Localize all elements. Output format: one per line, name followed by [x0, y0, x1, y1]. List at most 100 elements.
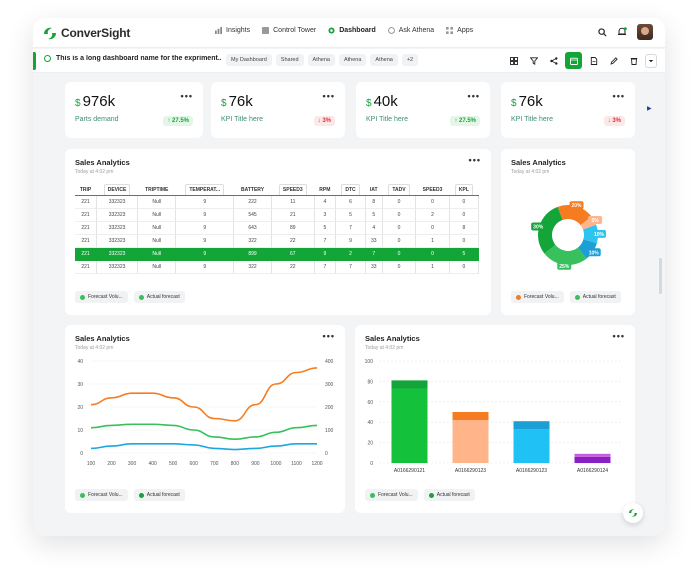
column-header[interactable]: TADV	[381, 184, 417, 196]
y-tick-label: 40	[367, 420, 373, 426]
column-header[interactable]: IAT	[365, 185, 382, 196]
nav-insights[interactable]: Insights	[215, 27, 250, 34]
column-header[interactable]: KPL	[448, 184, 479, 196]
more-options-dropdown[interactable]	[645, 53, 657, 68]
column-header[interactable]: TRIP	[75, 185, 97, 196]
table-cell: 0	[448, 261, 479, 274]
kpi-card[interactable]: $76k ••• KPI Title here ↓ 3%	[501, 82, 635, 138]
bar	[391, 388, 428, 463]
scrollbar-thumb[interactable]	[659, 258, 662, 294]
table-row[interactable]: 221 332323 Null 9 322 22 7 9 33 0 1 0	[75, 235, 479, 248]
kpi-label: KPI Title here	[221, 116, 264, 123]
column-header[interactable]: DTC	[335, 184, 366, 196]
legend-item[interactable]: Actual forecast	[133, 291, 185, 303]
more-options-icon[interactable]: •••	[468, 155, 481, 165]
kpi-value-group: $976k	[75, 93, 115, 110]
filter-button[interactable]	[525, 52, 542, 69]
column-header[interactable]: BATTERY	[234, 185, 272, 196]
legend-item[interactable]: Forecast Volu...	[365, 489, 418, 501]
donut-chart[interactable]: 20% 5% 10% 10% 25% 30%	[501, 179, 635, 289]
carousel-next-icon[interactable]: ▶	[647, 106, 652, 112]
bar-segment	[391, 380, 428, 389]
column-header[interactable]: TEMPERAT...	[175, 184, 234, 196]
table-row[interactable]: 221 332323 Null 9 222 11 4 6 8 0 0 0	[75, 196, 479, 209]
legend-item[interactable]: Actual forecast	[423, 489, 475, 501]
table-cell: 9	[175, 261, 234, 274]
nav-dashboard[interactable]: Dashboard	[328, 27, 376, 34]
donut-label: 30%	[533, 224, 544, 230]
donut-chart-card: Sales Analytics Today at 4:02 pm 20% 5% 10…	[501, 149, 635, 315]
tag-chip[interactable]: My Dashboard	[226, 54, 272, 66]
legend-item[interactable]: Actual forecast	[569, 291, 621, 303]
table-row[interactable]: 221 332323 Null 9 545 21 3 5 5 0 2 0	[75, 209, 479, 222]
column-header[interactable]: SPEED3	[271, 184, 315, 196]
legend-dot-icon	[516, 294, 521, 300]
calendar-button[interactable]	[565, 52, 582, 69]
more-options-icon[interactable]: •••	[322, 331, 335, 341]
table-row[interactable]: 221 332323 Null 9 322 22 7 7 33 0 1 0	[75, 261, 479, 274]
app-name: ConverSight	[61, 26, 131, 40]
more-tags-chip[interactable]: +2	[401, 54, 419, 66]
y2-tick-label: 0	[325, 451, 328, 457]
kpi-currency: $	[511, 98, 517, 109]
bar-segment	[574, 453, 611, 457]
column-header[interactable]: SPEED3	[416, 185, 449, 196]
y2-tick-label: 300	[325, 382, 334, 388]
bar-chart[interactable]: 0 20 40 60 80 100 A0166290121 A0166290123 A01662…	[355, 357, 635, 487]
y2-tick-label: 400	[325, 359, 334, 365]
nav-apps[interactable]: Apps	[446, 27, 473, 34]
x-tick-label: A0166290123	[516, 468, 547, 474]
more-options-icon[interactable]: •••	[467, 91, 480, 101]
table-cell: 0	[381, 261, 417, 274]
kpi-card[interactable]: $76k ••• KPI Title here ↓ 3%	[211, 82, 345, 138]
dashboard-title-group: This is a long dashboard name for the ex…	[44, 55, 221, 62]
table-cell: 11	[271, 196, 315, 209]
kpi-card[interactable]: $40k ••• KPI Title here ↑ 27.5%	[356, 82, 490, 138]
tag-chip[interactable]: Athena	[338, 54, 367, 66]
search-icon[interactable]	[598, 27, 607, 37]
x-tick-label: 500	[169, 461, 178, 467]
more-options-icon[interactable]: •••	[180, 91, 193, 101]
assistant-fab-button[interactable]	[623, 503, 643, 523]
tag-chip[interactable]: Athena	[307, 54, 335, 66]
more-options-icon[interactable]: •••	[612, 331, 625, 341]
nav-ask-athena[interactable]: Ask Athena	[387, 27, 434, 34]
kpi-currency: $	[366, 98, 372, 109]
document-icon	[590, 56, 597, 65]
kpi-change-badge: ↑ 27.5%	[450, 116, 480, 126]
delete-button[interactable]	[625, 52, 642, 69]
bell-icon[interactable]	[617, 27, 627, 37]
legend-item[interactable]: Forecast Volu...	[511, 291, 564, 303]
table-cell: 0	[448, 235, 479, 248]
document-button[interactable]	[585, 52, 602, 69]
table-cell: 5	[448, 248, 479, 261]
more-options-icon[interactable]: •••	[612, 91, 625, 101]
legend-item[interactable]: Forecast Volu...	[75, 291, 128, 303]
app-logo[interactable]: ConverSight	[43, 26, 130, 40]
share-button[interactable]	[545, 52, 562, 69]
pencil-icon	[609, 56, 618, 65]
tag-chip[interactable]: Athena	[370, 54, 398, 66]
table-row[interactable]: 221 332323 Null 9 899 67 9 2 7 0 0 5	[75, 248, 479, 261]
donut-label: 10%	[589, 250, 600, 256]
legend-item[interactable]: Forecast Volu...	[75, 489, 128, 501]
edit-button[interactable]	[605, 52, 622, 69]
tag-chip[interactable]: Shared	[275, 54, 304, 66]
column-header[interactable]: RPM	[314, 185, 336, 196]
line-chart[interactable]: 0 0 10 100 20 200 30 300 40 400 100 200 300 400 500 600…	[65, 357, 345, 487]
table-row[interactable]: 221 332323 Null 9 643 89 5 7 4 0 0 8	[75, 222, 479, 235]
accent-bar	[33, 52, 36, 70]
card-subtitle: Today at 4:02 pm	[75, 169, 114, 175]
legend-item[interactable]: Actual forecast	[133, 489, 185, 501]
layout-button[interactable]	[505, 52, 522, 69]
legend-dot-icon	[428, 492, 434, 498]
more-options-icon[interactable]: •••	[322, 91, 335, 101]
nav-control-tower[interactable]: Control Tower	[262, 27, 316, 34]
column-header[interactable]: TRIPTIME	[138, 185, 176, 196]
kpi-card[interactable]: $976k ••• Parts demand ↑ 27.5%	[65, 82, 203, 138]
avatar[interactable]	[637, 24, 653, 40]
column-header[interactable]: DEVICE	[96, 184, 139, 196]
donut-label: 20%	[572, 203, 583, 209]
dashboard-title[interactable]: This is a long dashboard name for the ex…	[56, 55, 221, 62]
y-tick-label: 10	[77, 428, 83, 434]
